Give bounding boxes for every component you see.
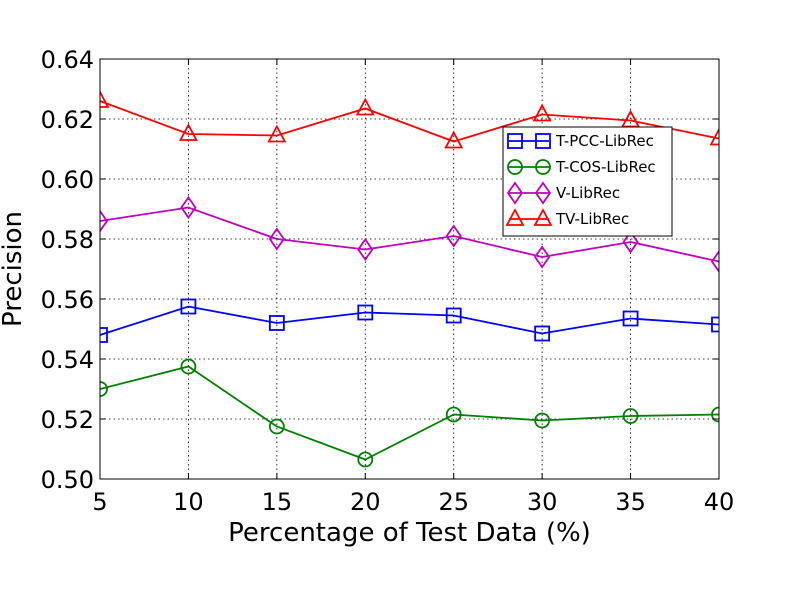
y-tick-label: 0.52 xyxy=(41,406,94,434)
legend-label: TV-LibRec xyxy=(555,210,629,228)
data-point xyxy=(445,406,462,423)
series-layer xyxy=(100,90,719,468)
data-point xyxy=(444,130,464,149)
data-point xyxy=(100,90,110,108)
ticks: 5 10 15 20 25 30 35 40 0.50 0.52 0.54 0.56 0.58 0.60 0… xyxy=(41,46,735,516)
data-point xyxy=(357,304,374,321)
data-point xyxy=(357,237,374,262)
legend-label: V-LibRec xyxy=(556,184,620,202)
data-point xyxy=(268,315,285,331)
data-point xyxy=(532,103,552,122)
data-point xyxy=(534,325,551,342)
x-tick-label: 30 xyxy=(527,488,558,516)
legend-marker xyxy=(507,133,523,149)
data-point xyxy=(357,451,374,468)
y-axis-title: Precision xyxy=(0,211,28,327)
legend-item: TV-LibRec xyxy=(505,208,629,228)
data-point xyxy=(534,412,551,429)
series-line xyxy=(100,365,719,461)
legend-item: T-PCC-LibRec xyxy=(507,132,654,150)
data-point xyxy=(445,307,462,324)
y-tick-label: 0.64 xyxy=(41,46,94,74)
x-tick-label: 10 xyxy=(173,488,204,516)
legend-marker xyxy=(506,181,524,205)
data-point xyxy=(711,316,719,333)
series-line xyxy=(100,100,719,143)
series-t-pcc-librec xyxy=(100,298,719,343)
data-point xyxy=(445,224,462,248)
legend-box xyxy=(502,126,673,237)
y-tick-label: 0.60 xyxy=(41,166,94,194)
data-point xyxy=(100,327,108,343)
data-point xyxy=(534,245,551,269)
x-tick-label: 35 xyxy=(615,488,646,516)
series-v-librec xyxy=(100,195,719,274)
legend-item: V-LibRec xyxy=(506,181,620,205)
x-tick-label: 40 xyxy=(704,488,735,516)
data-point xyxy=(268,418,285,435)
legend: T-PCC-LibRec T-COS-LibRec V-LibRec TV-LibRe… xyxy=(502,126,673,237)
legend-marker xyxy=(533,208,553,226)
data-point xyxy=(267,124,287,143)
y-tick-label: 0.54 xyxy=(41,346,94,374)
legend-label: T-PCC-LibRec xyxy=(555,132,654,150)
legend-marker xyxy=(535,159,551,175)
series-tv-librec xyxy=(100,90,719,149)
data-point xyxy=(622,408,639,424)
data-point xyxy=(622,230,639,254)
data-point xyxy=(100,209,109,233)
series-line xyxy=(100,305,719,336)
legend-label: T-COS-LibRec xyxy=(555,158,656,176)
x-axis-title: Percentage of Test Data (%) xyxy=(228,518,591,548)
data-point xyxy=(178,123,198,141)
data-point xyxy=(100,381,108,397)
x-tick-label: 25 xyxy=(438,488,469,516)
data-point xyxy=(710,249,719,274)
plot-frame xyxy=(99,58,720,480)
x-tick-label: 15 xyxy=(262,488,293,516)
data-point xyxy=(355,97,375,116)
data-point xyxy=(709,127,719,146)
legend-marker xyxy=(505,208,525,226)
legend-marker xyxy=(534,181,552,205)
legend-marker xyxy=(507,159,523,175)
y-tick-label: 0.56 xyxy=(41,286,94,314)
series-t-cos-librec xyxy=(100,358,719,468)
data-point xyxy=(622,310,639,327)
data-point xyxy=(180,298,197,315)
data-point xyxy=(180,358,197,375)
data-point xyxy=(711,406,719,423)
series-line xyxy=(100,206,719,263)
x-tick-label: 5 xyxy=(92,488,107,516)
data-point xyxy=(268,227,285,251)
y-tick-label: 0.58 xyxy=(41,226,94,254)
y-tick-label: 0.62 xyxy=(41,106,94,134)
data-point xyxy=(180,195,197,220)
legend-item: T-COS-LibRec xyxy=(507,158,656,176)
x-tick-label: 20 xyxy=(350,488,381,516)
legend-marker xyxy=(535,133,551,149)
y-tick-label: 0.50 xyxy=(41,466,94,494)
